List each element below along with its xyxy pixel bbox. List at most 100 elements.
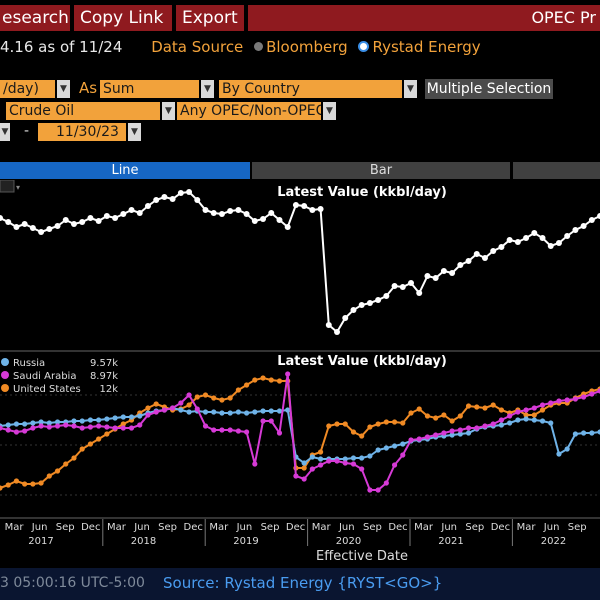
export-button[interactable]: Export — [176, 5, 244, 31]
unit-select[interactable]: /day) — [0, 80, 55, 98]
data-point — [276, 217, 283, 223]
data-point — [22, 421, 28, 427]
data-point — [506, 237, 513, 243]
data-point — [317, 456, 324, 462]
aggregation-select[interactable]: Sum — [100, 80, 199, 98]
data-point — [293, 473, 299, 479]
data-point — [227, 410, 233, 416]
x-axis: Mar Jun Sep Dec Mar Jun Sep Dec Mar Jun Sep Dec Mar J… — [5, 519, 587, 547]
data-point — [227, 395, 233, 401]
tab-more[interactable] — [513, 162, 600, 179]
x-year-label: 2021 — [438, 536, 463, 547]
data-point — [391, 283, 398, 289]
chevron-down-icon[interactable]: ▾ — [16, 183, 20, 192]
data-point — [186, 189, 193, 195]
data-point — [465, 430, 472, 436]
data-point — [539, 402, 546, 408]
data-point — [408, 437, 414, 443]
top-series-group — [0, 189, 600, 335]
legend-swatch — [1, 371, 9, 379]
chevron-down-icon[interactable]: ▼ — [162, 102, 175, 120]
x-year-label: 2017 — [28, 536, 53, 547]
tab-bar[interactable]: Bar — [252, 162, 510, 179]
data-point — [71, 455, 77, 461]
date-separator: - — [24, 123, 30, 139]
data-point — [186, 402, 192, 408]
radio-unselected-icon[interactable] — [254, 42, 264, 51]
data-point — [432, 275, 439, 281]
chevron-down-icon[interactable]: ▼ — [201, 80, 214, 98]
data-point — [317, 206, 324, 212]
x-tick-label: Sep — [158, 522, 177, 533]
data-point — [79, 425, 85, 431]
legend-value: 8.97k — [90, 371, 118, 382]
data-point — [169, 196, 176, 202]
data-point — [136, 210, 143, 216]
data-point — [268, 418, 274, 424]
data-point — [227, 427, 233, 433]
data-point — [218, 211, 225, 217]
data-point — [465, 258, 472, 264]
data-point — [359, 455, 365, 461]
x-year-label: 2022 — [541, 536, 566, 547]
data-point — [46, 424, 52, 430]
data-point — [523, 416, 529, 422]
x-tick-label: Mar — [5, 522, 25, 533]
data-point — [391, 462, 398, 468]
data-point — [424, 434, 431, 440]
data-point — [391, 419, 398, 425]
source-option-rystad[interactable]: Rystad Energy — [372, 38, 481, 56]
x-tick-label: Jun — [31, 522, 48, 533]
data-point — [38, 419, 44, 425]
multiple-selection-button[interactable]: Multiple Selection — [425, 79, 553, 99]
data-point — [211, 427, 217, 433]
data-point — [219, 397, 225, 403]
research-button[interactable]: esearch — [0, 5, 70, 31]
data-point — [71, 418, 77, 424]
data-point — [416, 290, 423, 296]
calendar-icon[interactable]: ▼ — [0, 123, 10, 141]
data-point — [62, 217, 69, 223]
chart-menu-icon[interactable] — [0, 180, 15, 193]
x-year-label: 2019 — [233, 536, 258, 547]
calendar-icon[interactable]: ▼ — [128, 123, 141, 141]
data-point — [137, 422, 143, 428]
data-point — [120, 414, 126, 420]
data-point — [244, 410, 250, 416]
data-point — [54, 468, 61, 474]
copy-link-button[interactable]: Copy Link — [74, 5, 172, 31]
data-point — [359, 433, 365, 439]
source-link[interactable]: Source: Rystad Energy {RYST<GO>} — [163, 574, 443, 592]
data-point — [54, 423, 61, 429]
data-point — [268, 210, 275, 216]
data-point — [359, 466, 365, 472]
data-point — [399, 284, 406, 290]
data-point — [22, 481, 28, 487]
data-point — [400, 452, 406, 458]
data-point — [498, 407, 505, 413]
data-point — [334, 458, 340, 464]
x-tick-label: Mar — [517, 522, 537, 533]
chevron-down-icon[interactable]: ▼ — [404, 80, 417, 98]
radio-selected-icon[interactable] — [358, 41, 370, 52]
chevron-down-icon[interactable]: ▼ — [323, 102, 336, 120]
tab-line[interactable]: Line — [0, 162, 250, 179]
data-point — [235, 409, 241, 415]
data-point — [325, 322, 332, 328]
data-point — [120, 425, 126, 431]
end-date-field[interactable]: 11/30/23 — [38, 123, 126, 141]
data-point — [30, 425, 36, 431]
source-option-bloomberg[interactable]: Bloomberg — [266, 38, 348, 56]
data-point — [301, 460, 307, 466]
data-point — [87, 417, 94, 423]
grouping-select[interactable]: By Country — [219, 80, 402, 98]
legend-name: Russia — [13, 358, 45, 369]
data-point — [589, 430, 595, 436]
data-point — [465, 403, 472, 409]
chevron-down-icon[interactable]: ▼ — [57, 80, 70, 98]
data-point — [128, 207, 135, 213]
data-point — [498, 244, 505, 250]
membership-select[interactable]: Any OPEC/Non-OPEC — [177, 102, 321, 120]
data-point — [145, 412, 151, 418]
commodity-select[interactable]: Crude Oil — [6, 102, 160, 120]
